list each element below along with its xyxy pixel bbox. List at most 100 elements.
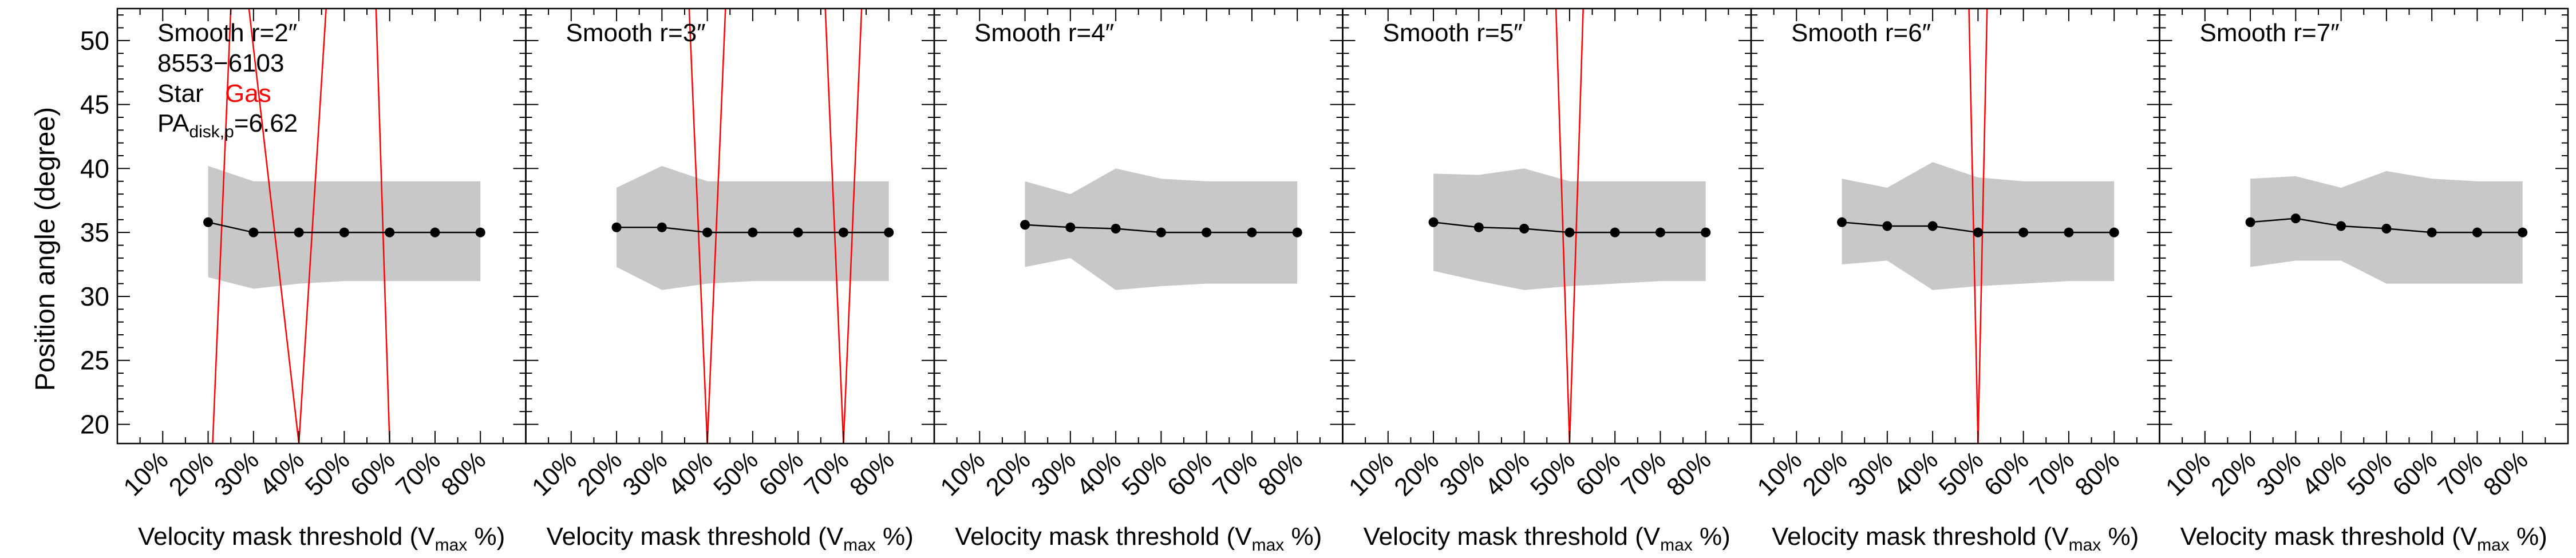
- x-tick-label: 40%: [254, 446, 310, 501]
- gas-pa-line: [1555, 9, 1571, 444]
- x-tick-label: 60%: [1570, 446, 1626, 501]
- star-pa-point: [1202, 227, 1212, 238]
- pa-disk-label: PAdisk,p=6.62: [157, 109, 298, 141]
- x-axis-label: Velocity mask threshold (Vmax %): [547, 523, 914, 555]
- x-tick-label: 10%: [1752, 446, 1807, 501]
- x-tick-label: 60%: [1979, 446, 2034, 501]
- star-pa-point: [1837, 217, 1847, 227]
- panel-1: 10%20%30%40%50%60%70%80% 20 25 30 35 40 45 50 Sm…: [80, 7, 527, 555]
- panel-title: Smooth r=5″: [1383, 19, 1523, 47]
- x-tick-label: 70%: [1207, 446, 1263, 501]
- panel-2: 10%20%30%40%50%60%70%80% Smooth r=3″ Veloc…: [525, 7, 935, 555]
- x-tick-label: 10%: [527, 446, 582, 501]
- x-tick-label: 40%: [1480, 446, 1535, 501]
- x-tick-label: 30%: [2251, 446, 2306, 501]
- star-pa-point: [1519, 223, 1530, 234]
- star-pa-point: [657, 222, 667, 232]
- x-axis-label: Velocity mask threshold (Vmax %): [955, 523, 1322, 555]
- x-tick-label: 60%: [1162, 446, 1218, 501]
- star-pa-point: [385, 227, 395, 238]
- star-pa-point: [203, 217, 214, 227]
- x-tick-label: 20%: [572, 446, 627, 501]
- x-tick-label: 20%: [1389, 446, 1444, 501]
- star-pa-point: [611, 222, 622, 232]
- star-pa-point: [2427, 227, 2437, 238]
- star-pa-point: [2064, 227, 2074, 238]
- x-tick-label: 70%: [1616, 446, 1672, 501]
- star-pa-point: [2290, 213, 2301, 224]
- star-pa-point: [884, 227, 894, 238]
- panel-5: 10%20%30%40%50%60%70%80% Smooth r=6″ Veloc…: [1750, 7, 2160, 555]
- x-tick-label: 10%: [935, 446, 990, 501]
- gas-pa-line: [375, 9, 390, 444]
- y-axis-label: Position angle (degree): [30, 107, 61, 391]
- star-pa-point: [1655, 227, 1665, 238]
- x-tick-label: 20%: [1797, 446, 1853, 501]
- x-tick-label: 80%: [1253, 446, 1308, 501]
- panel-title: Smooth r=2″: [157, 19, 297, 47]
- star-pa-point: [1292, 227, 1302, 238]
- x-tick-label: 40%: [2297, 446, 2352, 501]
- panel-title: Smooth r=3″: [566, 19, 706, 47]
- x-tick-label: 20%: [981, 446, 1036, 501]
- y-tick-label: 35: [80, 217, 109, 247]
- gas-pa-line: [1968, 9, 1979, 444]
- star-pa-point: [248, 227, 259, 238]
- x-axis-label: Velocity mask threshold (Vmax %): [2180, 523, 2547, 555]
- x-tick-label: 70%: [2433, 446, 2488, 501]
- x-tick-label: 30%: [1434, 446, 1490, 501]
- y-tick-label: 25: [80, 346, 109, 375]
- gas-pa-line: [212, 9, 232, 444]
- star-pa-point: [1473, 222, 1484, 232]
- star-pa-point: [1927, 221, 1938, 231]
- y-tick-label: 45: [80, 90, 109, 120]
- star-pa-point: [2518, 227, 2528, 238]
- star-pa-point: [1882, 221, 1893, 231]
- x-tick-label: 60%: [345, 446, 401, 501]
- star-pa-point: [430, 227, 440, 238]
- star-pa-point: [294, 227, 304, 238]
- x-axis-label: Velocity mask threshold (Vmax %): [1364, 523, 1730, 555]
- x-tick-label: 40%: [1888, 446, 1943, 501]
- star-pa-point: [2472, 227, 2482, 238]
- x-tick-label: 10%: [2160, 446, 2216, 501]
- y-tick-label: 20: [80, 409, 109, 439]
- legend-gas: Gas: [225, 80, 271, 108]
- gas-pa-line: [1568, 9, 1584, 444]
- panel-title: Smooth r=6″: [1791, 19, 1931, 47]
- star-pa-point: [2109, 227, 2119, 238]
- star-pa-point: [1973, 227, 1983, 238]
- x-tick-label: 50%: [708, 446, 764, 501]
- star-pa-point: [748, 227, 758, 238]
- star-pa-point: [1701, 227, 1711, 238]
- star-pa-point: [475, 227, 485, 238]
- x-tick-label: 50%: [1525, 446, 1581, 501]
- x-tick-label: 80%: [1661, 446, 1717, 501]
- x-tick-label: 50%: [1117, 446, 1172, 501]
- star-pa-point: [1111, 223, 1121, 234]
- x-tick-label: 80%: [844, 446, 900, 501]
- x-tick-label: 50%: [2342, 446, 2397, 501]
- x-tick-label: 20%: [2206, 446, 2261, 501]
- star-pa-point: [1564, 227, 1575, 238]
- star-pa-point: [1065, 222, 1076, 232]
- x-axis-label: Velocity mask threshold (Vmax %): [1772, 523, 2139, 555]
- gas-pa-line: [298, 9, 327, 444]
- star-pa-point: [1156, 227, 1166, 238]
- x-tick-label: 50%: [300, 446, 355, 501]
- x-tick-label: 40%: [663, 446, 718, 501]
- y-tick-label: 30: [80, 282, 109, 311]
- x-axis-label: Velocity mask threshold (Vmax %): [138, 523, 505, 555]
- x-tick-label: 70%: [799, 446, 855, 501]
- x-tick-label: 30%: [1026, 446, 1081, 501]
- x-tick-label: 20%: [164, 446, 219, 501]
- panel-4: 10%20%30%40%50%60%70%80% Smooth r=5″ Veloc…: [1342, 7, 1752, 555]
- star-pa-point: [2245, 217, 2255, 227]
- y-tick-label: 50: [80, 26, 109, 56]
- x-tick-label: 80%: [2478, 446, 2534, 501]
- x-tick-label: 30%: [617, 446, 673, 501]
- galaxy-id: 8553−6103: [157, 49, 284, 77]
- panel-6: 10%20%30%40%50%60%70%80% Smooth r=7″ Veloc…: [2159, 7, 2569, 555]
